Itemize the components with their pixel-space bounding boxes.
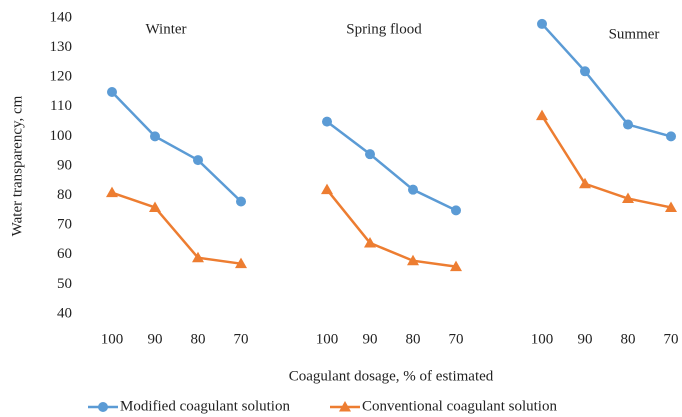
y-tick-label: 50 bbox=[57, 276, 72, 292]
y-tick-label: 120 bbox=[50, 69, 73, 85]
x-tick-label: 70 bbox=[449, 331, 464, 347]
annotation: Winter bbox=[145, 21, 186, 37]
y-tick-label: 130 bbox=[50, 39, 73, 55]
x-tick-label: 90 bbox=[148, 331, 163, 347]
marker bbox=[365, 149, 375, 160]
legend-label: Modified coagulant solution bbox=[120, 398, 290, 414]
y-tick-label: 90 bbox=[57, 157, 72, 173]
marker bbox=[450, 260, 462, 272]
legend-label: Conventional coagulant solution bbox=[362, 398, 557, 414]
marker bbox=[236, 196, 246, 207]
series-line bbox=[111, 115, 672, 268]
x-tick-label: 100 bbox=[101, 331, 124, 347]
x-tick-label: 90 bbox=[363, 331, 378, 347]
y-tick-label: 140 bbox=[50, 9, 73, 25]
legend-marker bbox=[339, 401, 351, 412]
marker bbox=[580, 66, 590, 77]
x-tick-label: 80 bbox=[406, 331, 421, 347]
marker bbox=[623, 119, 633, 130]
marker bbox=[150, 131, 160, 142]
marker bbox=[235, 257, 247, 269]
marker bbox=[536, 109, 548, 121]
marker bbox=[192, 251, 204, 263]
x-tick-label: 100 bbox=[531, 331, 554, 347]
marker bbox=[665, 201, 677, 212]
marker bbox=[149, 201, 161, 212]
x-tick-label: 80 bbox=[621, 331, 636, 347]
marker bbox=[322, 116, 332, 127]
marker bbox=[364, 236, 376, 248]
marker bbox=[407, 254, 419, 266]
legend-marker bbox=[98, 402, 108, 412]
y-tick-label: 80 bbox=[57, 187, 72, 203]
annotation: Summer bbox=[609, 26, 660, 42]
marker bbox=[666, 131, 676, 142]
x-axis-label: Coagulant dosage, % of estimated bbox=[289, 368, 494, 384]
y-tick-label: 110 bbox=[50, 98, 72, 114]
x-tick-label: 80 bbox=[191, 331, 206, 347]
series-line bbox=[111, 23, 672, 212]
marker bbox=[408, 184, 418, 195]
marker bbox=[107, 87, 117, 97]
annotation: Spring flood bbox=[346, 21, 422, 37]
x-tick-label: 100 bbox=[316, 331, 339, 347]
marker bbox=[451, 205, 461, 216]
marker bbox=[106, 186, 118, 198]
marker bbox=[193, 155, 203, 166]
y-tick-label: 40 bbox=[57, 305, 72, 321]
x-tick-label: 90 bbox=[578, 331, 593, 347]
y-tick-label: 60 bbox=[57, 246, 72, 262]
marker bbox=[321, 183, 333, 195]
x-tick-label: 70 bbox=[234, 331, 249, 347]
marker bbox=[622, 192, 634, 204]
marker bbox=[579, 177, 591, 189]
marker bbox=[537, 18, 547, 29]
y-tick-label: 70 bbox=[57, 217, 72, 233]
y-tick-label: 100 bbox=[50, 128, 73, 144]
x-tick-label: 70 bbox=[664, 331, 679, 347]
y-axis-label: Water transparency, cm bbox=[9, 95, 25, 236]
